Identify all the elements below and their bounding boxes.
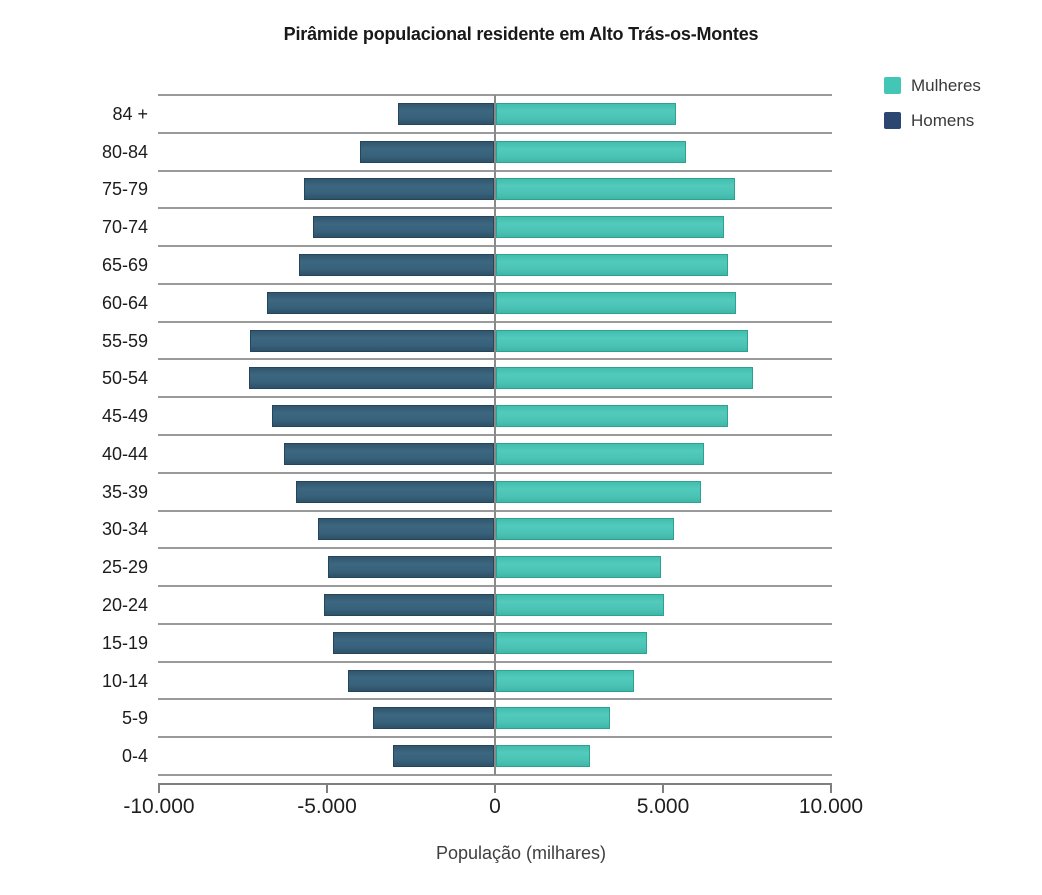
x-tick-label-10-000: 10.000 [798,795,864,818]
bar-homens-20-24[interactable] [324,594,494,616]
x-axis-tick [326,783,328,793]
bar-homens-10-14[interactable] [347,669,494,692]
bar-homens-0-4[interactable] [393,745,494,768]
y-category-label-70-74: 70-74 [101,217,148,238]
bar-homens-30-34[interactable] [317,518,494,541]
x-tick-label-0: 0 [489,795,501,818]
x-axis-tick [494,783,496,793]
legend-swatch-mulheres-icon [884,77,901,94]
bar-homens-45-49[interactable] [272,405,494,428]
gridline [158,774,832,776]
bar-homens-5-9[interactable] [373,707,494,730]
chart-title: Pirâmide populacional residente em Alto … [283,24,759,44]
y-category-label-84: 84 + [112,103,148,124]
y-category-label-45-49: 45-49 [101,406,148,427]
legend: Mulheres Homens [884,77,981,147]
bar-mulheres-40-44[interactable] [496,442,705,465]
bar-homens-60-64[interactable] [267,291,494,314]
bar-mulheres-50-54[interactable] [496,367,754,390]
bar-mulheres-70-74[interactable] [496,216,725,239]
bar-homens-50-54[interactable] [248,367,494,390]
bar-mulheres-15-19[interactable] [496,631,648,654]
x-tick-label-5-000: 5.000 [636,795,690,818]
y-category-label-15-19: 15-19 [101,632,148,653]
legend-label-homens: Homens [911,111,975,130]
bar-homens-75-79[interactable] [304,178,494,201]
bar-homens-40-44[interactable] [284,442,494,465]
bar-mulheres-80-84[interactable] [496,140,686,163]
bar-homens-70-74[interactable] [312,216,494,239]
x-tick-label-5-000: -5.000 [297,795,357,818]
y-category-label-35-39: 35-39 [101,481,148,502]
y-category-label-50-54: 50-54 [101,368,148,389]
y-category-label-65-69: 65-69 [101,255,148,275]
bar-mulheres-65-69[interactable] [496,254,728,276]
legend-item-homens[interactable]: Homens [884,112,981,129]
bar-homens-65-69[interactable] [299,254,494,276]
bar-mulheres-35-39[interactable] [496,480,701,503]
x-axis-tick [158,783,160,793]
y-category-label-25-29: 25-29 [101,557,148,578]
bar-mulheres-0-4[interactable] [496,745,591,768]
y-category-label-40-44: 40-44 [101,443,148,464]
zero-axis-line [494,95,496,775]
y-category-label-80-84: 80-84 [101,141,148,162]
legend-swatch-homens-icon [884,112,901,129]
y-category-label-30-34: 30-34 [101,519,148,540]
y-category-label-10-14: 10-14 [101,670,148,691]
y-category-label-20-24: 20-24 [101,595,148,615]
bar-homens-15-19[interactable] [332,631,494,654]
legend-item-mulheres[interactable]: Mulheres [884,77,981,94]
x-axis-title: População (milhares) [435,843,607,863]
bar-homens-84[interactable] [398,102,494,125]
y-category-label-75-79: 75-79 [101,179,148,200]
bar-mulheres-10-14[interactable] [496,669,634,692]
x-axis-tick [830,783,832,793]
legend-label-mulheres: Mulheres [911,76,981,95]
plot-area: 84 + 80-84 75-79 70-74 65-69 60-64 55-59 50-54 4… [102,94,863,818]
bar-mulheres-5-9[interactable] [496,707,611,730]
y-category-label-60-64: 60-64 [101,292,148,313]
y-category-label-5-9: 5-9 [121,708,148,729]
bar-homens-80-84[interactable] [359,140,494,163]
bar-mulheres-30-34[interactable] [496,518,675,541]
y-category-label-0-4: 0-4 [121,746,148,767]
bar-homens-25-29[interactable] [327,556,494,579]
bar-mulheres-20-24[interactable] [496,594,664,616]
bar-mulheres-45-49[interactable] [496,405,728,428]
bar-homens-55-59[interactable] [250,329,494,352]
bar-mulheres-75-79[interactable] [496,178,735,201]
x-axis-tick [662,783,664,793]
bar-mulheres-25-29[interactable] [496,556,661,579]
bar-mulheres-60-64[interactable] [496,291,737,314]
y-category-label-55-59: 55-59 [101,330,148,351]
bar-homens-35-39[interactable] [295,480,494,503]
bar-mulheres-84[interactable] [496,102,676,125]
bar-mulheres-55-59[interactable] [496,329,748,352]
x-tick-label-10-000: -10.000 [123,795,195,818]
